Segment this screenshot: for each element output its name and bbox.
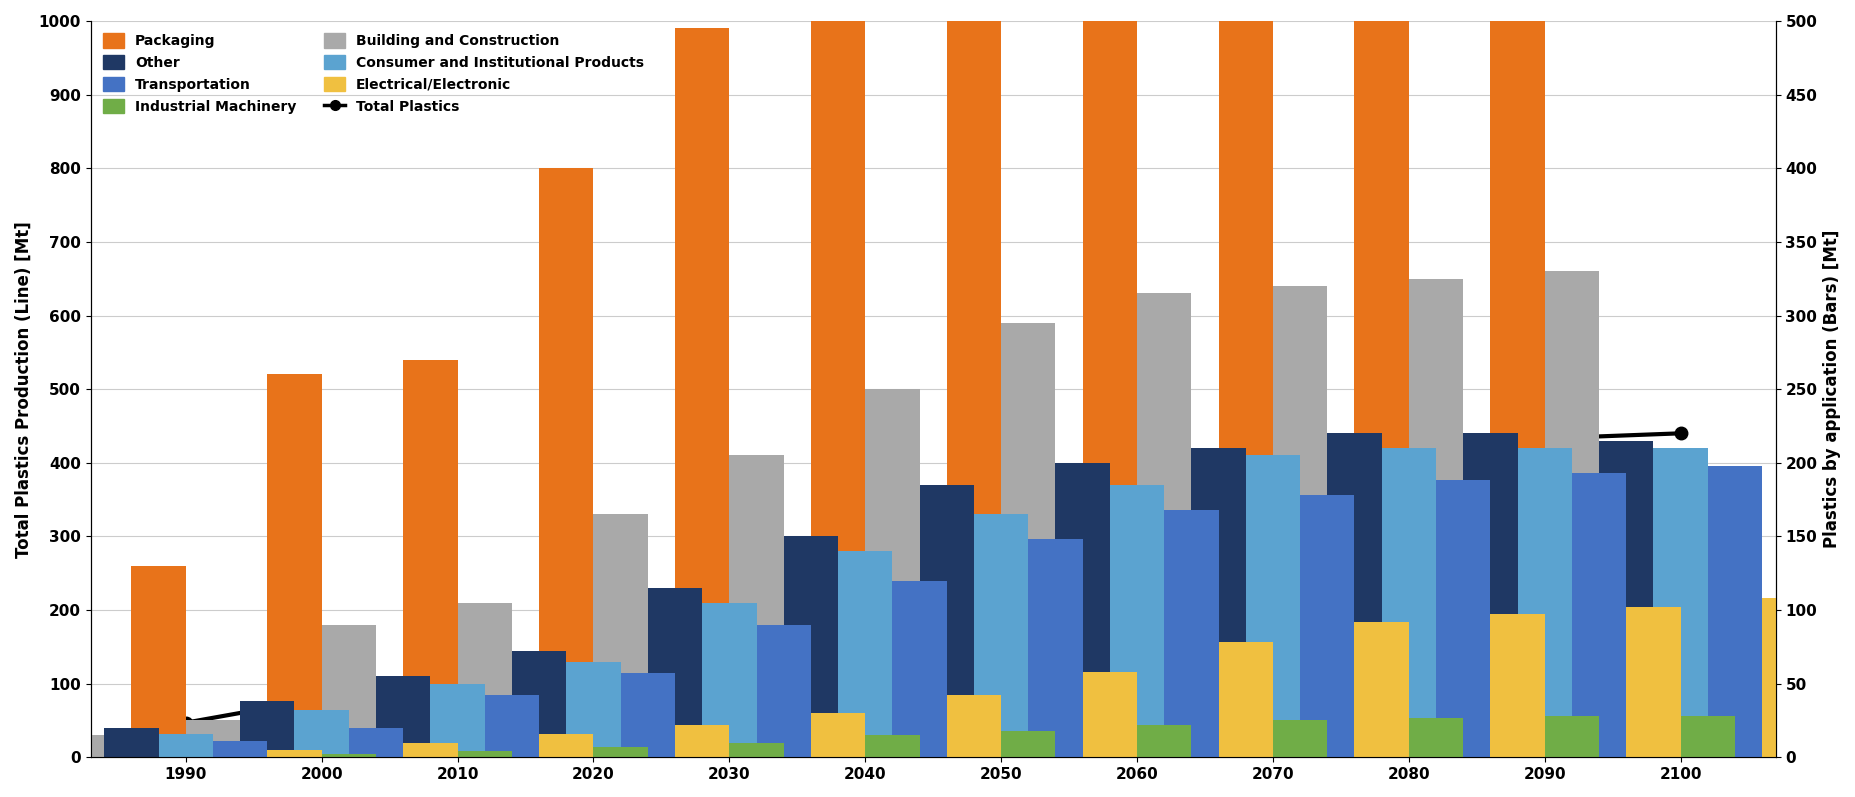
Bar: [484, 696, 538, 757]
Bar: [538, 168, 594, 757]
Bar: [1354, 0, 1408, 757]
Bar: [1408, 717, 1462, 757]
Bar: [1517, 448, 1571, 757]
Bar: [1490, 614, 1543, 757]
Bar: [974, 514, 1028, 757]
Bar: [811, 713, 864, 757]
Bar: [403, 359, 458, 757]
Bar: [946, 696, 1000, 757]
Y-axis label: Total Plastics Production (Line) [Mt]: Total Plastics Production (Line) [Mt]: [15, 221, 33, 558]
Bar: [458, 603, 512, 757]
Bar: [946, 0, 1000, 757]
Bar: [1653, 448, 1707, 757]
Bar: [1219, 0, 1273, 757]
Bar: [918, 485, 974, 757]
Bar: [186, 720, 239, 757]
Bar: [213, 741, 267, 757]
Bar: [1380, 448, 1436, 757]
Bar: [1490, 0, 1543, 757]
Bar: [1571, 473, 1625, 757]
Bar: [430, 684, 484, 757]
Bar: [1273, 720, 1326, 757]
Bar: [675, 29, 729, 757]
Bar: [864, 389, 918, 757]
Bar: [1436, 481, 1490, 757]
Bar: [1408, 279, 1462, 757]
Bar: [566, 662, 620, 757]
Bar: [1163, 510, 1219, 757]
Bar: [892, 580, 946, 757]
Bar: [757, 625, 811, 757]
Bar: [295, 710, 349, 757]
Bar: [1816, 713, 1855, 757]
Bar: [1137, 293, 1191, 757]
Bar: [538, 734, 594, 757]
Bar: [1354, 622, 1408, 757]
Bar: [377, 677, 430, 757]
Bar: [1625, 607, 1679, 757]
Bar: [267, 750, 321, 757]
Bar: [647, 588, 701, 757]
Bar: [594, 747, 647, 757]
Bar: [1599, 441, 1653, 757]
Bar: [458, 752, 512, 757]
Bar: [1000, 731, 1055, 757]
Bar: [104, 728, 158, 757]
Bar: [1707, 465, 1760, 757]
Bar: [1273, 286, 1326, 757]
Bar: [1245, 455, 1298, 757]
Bar: [1191, 448, 1245, 757]
Bar: [1028, 540, 1081, 757]
Bar: [403, 743, 458, 757]
Bar: [239, 701, 295, 757]
Y-axis label: Plastics by application (Bars) [Mt]: Plastics by application (Bars) [Mt]: [1822, 230, 1840, 548]
Bar: [1081, 672, 1137, 757]
Bar: [594, 514, 647, 757]
Bar: [321, 754, 377, 757]
Bar: [1137, 725, 1191, 757]
Bar: [864, 735, 918, 757]
Bar: [1760, 599, 1816, 757]
Bar: [1543, 716, 1599, 757]
Bar: [1219, 642, 1273, 757]
Bar: [1000, 323, 1055, 757]
Bar: [729, 743, 783, 757]
Bar: [1109, 485, 1163, 757]
Bar: [1326, 434, 1380, 757]
Bar: [512, 651, 566, 757]
Bar: [1298, 495, 1354, 757]
Bar: [158, 734, 213, 757]
Bar: [267, 375, 321, 757]
Bar: [729, 455, 783, 757]
Bar: [0, 647, 50, 757]
Bar: [1462, 434, 1517, 757]
Bar: [838, 551, 892, 757]
Bar: [783, 536, 838, 757]
Bar: [321, 625, 377, 757]
Bar: [1543, 271, 1599, 757]
Legend: Packaging, Other, Transportation, Industrial Machinery, Building and Constructio: Packaging, Other, Transportation, Indust…: [98, 28, 649, 119]
Bar: [349, 728, 403, 757]
Bar: [620, 673, 675, 757]
Bar: [50, 735, 104, 757]
Bar: [1081, 0, 1137, 757]
Bar: [1055, 463, 1109, 757]
Bar: [132, 566, 186, 757]
Bar: [701, 603, 757, 757]
Bar: [1679, 716, 1734, 757]
Bar: [675, 725, 729, 757]
Bar: [811, 0, 864, 757]
